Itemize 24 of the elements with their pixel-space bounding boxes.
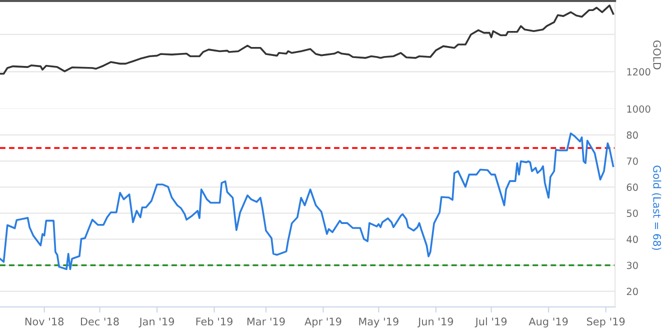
x-tick-label: Jun '19 — [418, 318, 454, 328]
x-tick-label: Jan '19 — [138, 318, 174, 328]
x-tick-label: Sep '19 — [586, 318, 625, 328]
x-tick-label: Dec '18 — [80, 318, 119, 326]
line-series — [0, 132, 614, 270]
y-tick-label: 60 — [626, 184, 638, 191]
x-tick-label: Mar '19 — [247, 318, 285, 326]
y-tick-label: 30 — [626, 262, 638, 270]
y-tick-label: 50 — [626, 210, 638, 217]
x-tick-label: Jul '19 — [474, 317, 507, 328]
y-tick-label: 70 — [626, 157, 638, 165]
y-tick-label: 20 — [626, 288, 638, 296]
x-tick-label: May '19 — [359, 318, 398, 328]
x-tick-label: Nov '18 — [25, 318, 64, 326]
line-series — [0, 4, 614, 75]
y-tick-label: 40 — [626, 236, 638, 244]
x-tick-label: Apr '19 — [304, 318, 342, 328]
y-axis-title: Gold (Last = 68) — [652, 166, 662, 250]
y-tick-label: 1200 — [627, 68, 650, 76]
x-tick-label: Feb '19 — [196, 317, 232, 326]
x-tick-label: Aug '19 — [528, 318, 568, 328]
y-axis-title: GOLD — [653, 40, 662, 70]
y-tick-label: 80 — [626, 131, 638, 139]
y-tick-label: 1000 — [627, 105, 650, 113]
